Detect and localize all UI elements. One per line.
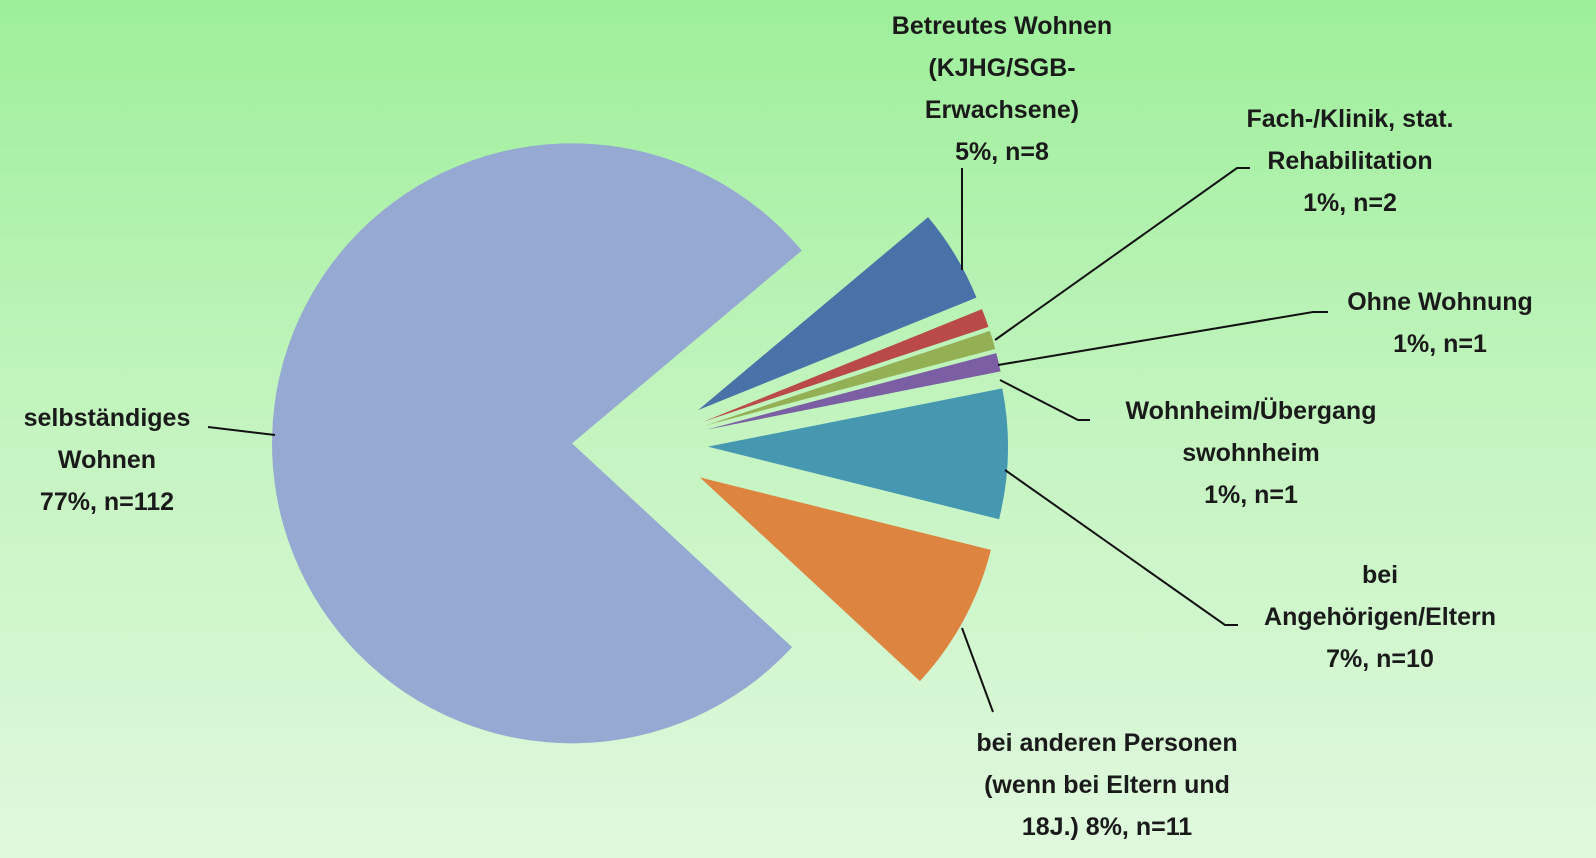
slice-label: selbständiges Wohnen 77%, n=112 [2, 397, 212, 523]
slice-label: Fach-/Klinik, stat. Rehabilitation 1%, n… [1200, 98, 1500, 224]
pie-slice [699, 477, 991, 682]
leader-line [961, 627, 994, 713]
leader-line [207, 426, 276, 436]
value-label: 1%, n=2 [1303, 189, 1397, 217]
value-label: 1%, n=1 [1393, 330, 1487, 358]
pie-slice [703, 309, 989, 422]
category-label: Ohne Wohnung [1347, 288, 1533, 316]
leader-line [994, 167, 1250, 341]
value-label: 77%, n=112 [39, 488, 175, 516]
slice-label: Ohne Wohnung 1%, n=1 [1310, 281, 1570, 365]
slice-label: bei Angehörigen/Eltern 7%, n=10 [1245, 554, 1515, 680]
value-label: 8%, n=11 [1085, 813, 1193, 841]
value-label: 7%, n=10 [1326, 645, 1434, 673]
pie-slice [272, 143, 802, 744]
pie-slice [705, 330, 996, 426]
pie-slice [707, 388, 1008, 520]
category-label: Wohnheim/Übergang swohnheim [1125, 397, 1377, 467]
leader-line [1004, 469, 1238, 626]
slice-label: bei anderen Personen (wenn bei Eltern un… [957, 722, 1257, 848]
slice-label: Betreutes Wohnen (KJHG/SGB-Erwachsene) 5… [877, 5, 1127, 173]
leader-line [999, 379, 1090, 421]
category-label: Fach-/Klinik, stat. Rehabilitation [1246, 105, 1454, 175]
category-label: selbständiges Wohnen [23, 404, 191, 474]
slice-label: Wohnheim/Übergang swohnheim 1%, n=1 [1101, 390, 1401, 516]
value-label: 5%, n=8 [955, 138, 1049, 166]
category-label: bei anderen Personen (wenn bei Eltern un… [976, 729, 1238, 841]
pie-slice [706, 353, 1001, 430]
value-label: 1%, n=1 [1204, 481, 1298, 509]
leader-line [997, 311, 1328, 366]
category-label: Betreutes Wohnen (KJHG/SGB-Erwachsene) [891, 12, 1113, 124]
pie-slice [698, 217, 977, 410]
category-label: bei Angehörigen/Eltern [1264, 561, 1496, 631]
